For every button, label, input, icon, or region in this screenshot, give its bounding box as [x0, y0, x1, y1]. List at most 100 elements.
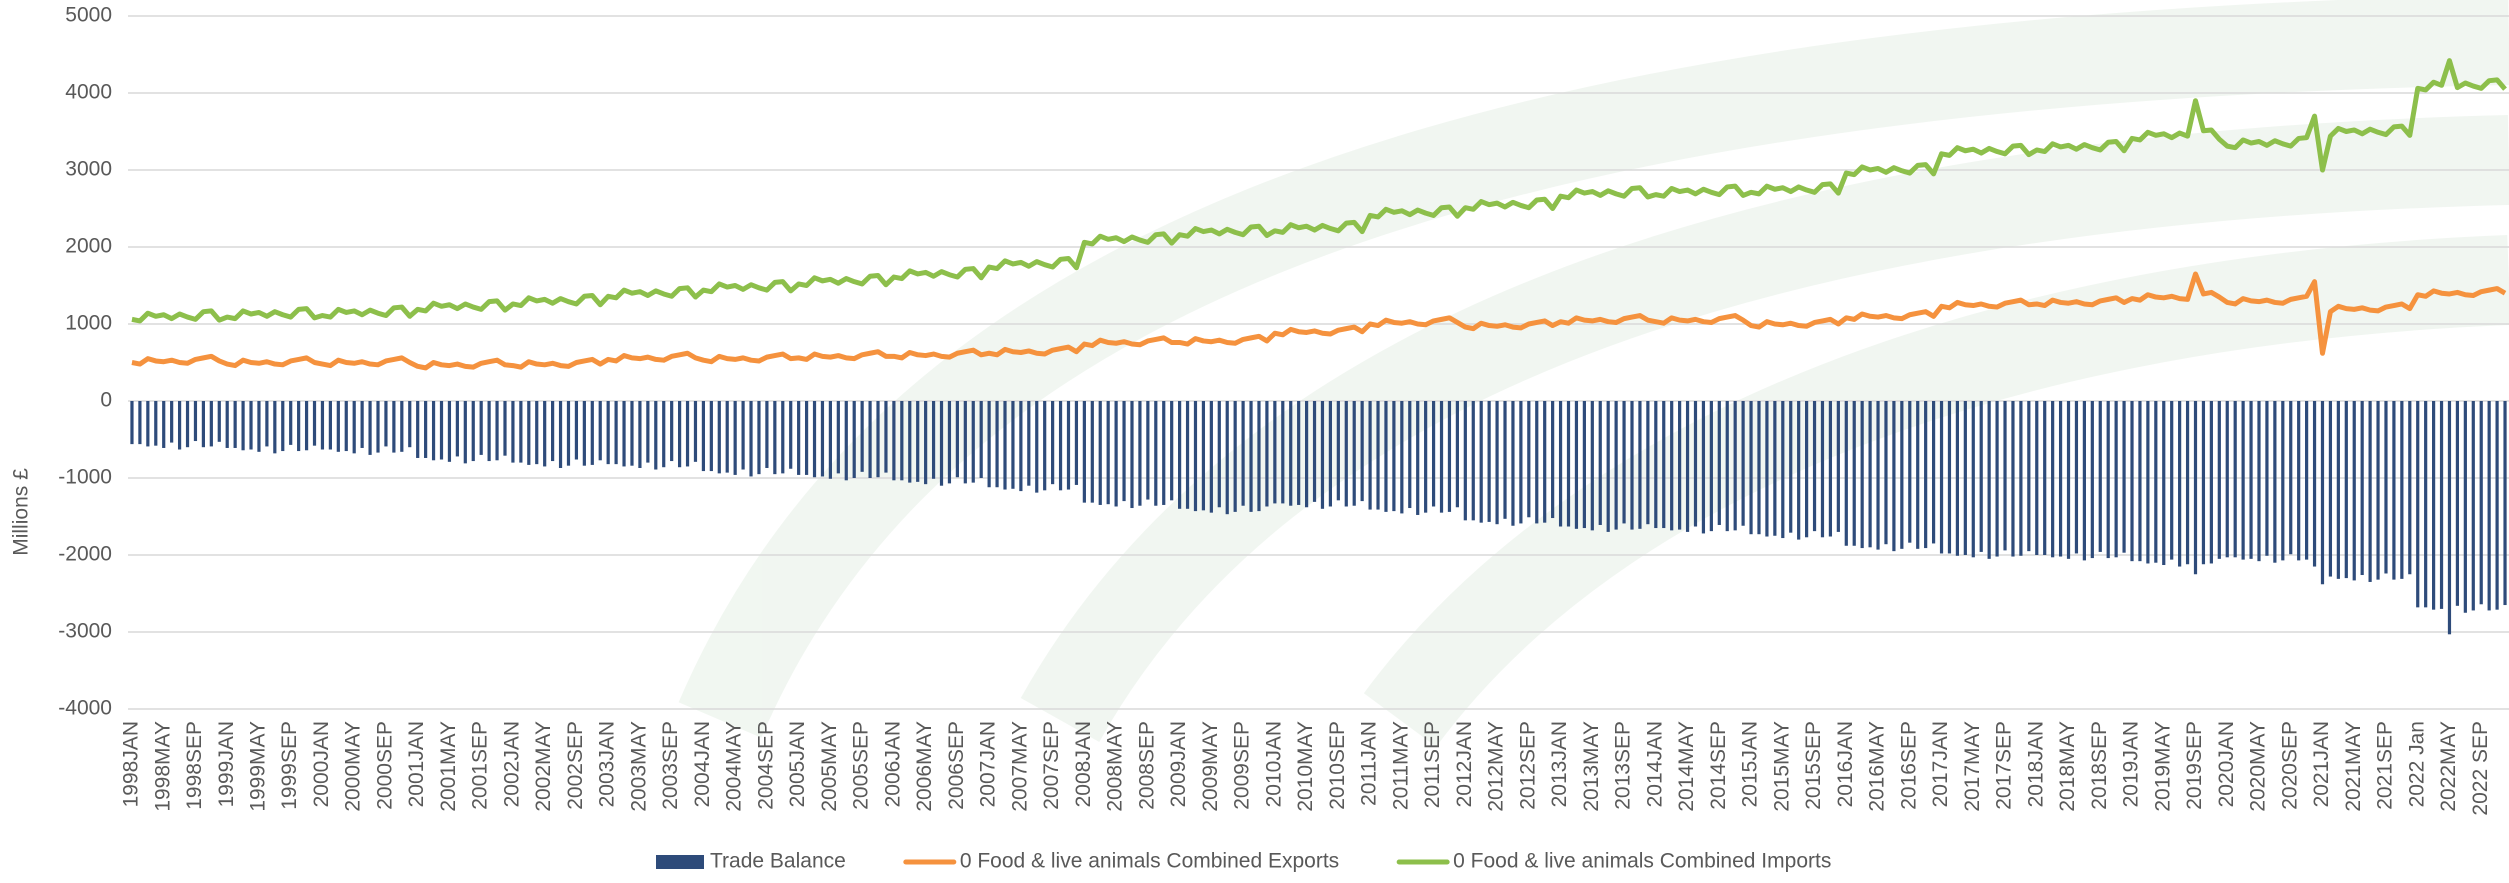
legend-label: 0 Food & live animals Combined Exports	[960, 850, 1339, 873]
bar	[1583, 401, 1586, 528]
bar	[1972, 401, 1975, 557]
bar	[1710, 401, 1713, 531]
bar	[2384, 401, 2387, 573]
bar	[861, 401, 864, 472]
x-tick-label: 2011SEP	[1421, 721, 1444, 808]
bar	[448, 401, 451, 462]
bar	[2107, 401, 2110, 558]
x-tick-label: 2008MAY	[1104, 721, 1127, 812]
bar	[1813, 401, 1816, 531]
bar	[218, 401, 221, 442]
bar	[1527, 401, 1530, 517]
bar	[2353, 401, 2356, 580]
x-tick-label: 1999JAN	[215, 721, 238, 807]
bar	[2202, 401, 2205, 564]
bar	[241, 401, 244, 450]
chart: Millions £ -4000-3000-2000-1000010002000…	[0, 0, 2509, 878]
legend-label: 0 Food & live animals Combined Imports	[1453, 850, 1831, 873]
bar	[837, 401, 840, 473]
bar	[368, 401, 371, 455]
bar	[472, 401, 475, 461]
bar	[2234, 401, 2237, 557]
bar	[2035, 401, 2038, 555]
x-tick-label: 2000JAN	[310, 721, 333, 807]
bar	[559, 401, 562, 468]
bar	[2242, 401, 2245, 560]
bar	[1051, 401, 1054, 484]
bar	[892, 401, 895, 480]
bar	[2051, 401, 2054, 557]
bar	[1543, 401, 1546, 523]
bar	[337, 401, 340, 452]
bar	[2091, 401, 2094, 558]
bar	[186, 401, 189, 447]
bar	[805, 401, 808, 475]
bar	[1416, 401, 1419, 515]
bar	[1638, 401, 1641, 529]
bar	[583, 401, 586, 466]
bar	[146, 401, 149, 446]
x-tick-label: 2015JAN	[1739, 721, 1762, 807]
bar	[2075, 401, 2078, 553]
bar	[1980, 401, 1983, 552]
bar	[2273, 401, 2276, 563]
x-tick-label: 2014MAY	[1675, 721, 1698, 812]
bar	[1257, 401, 1260, 511]
bar	[2257, 401, 2260, 561]
bar	[1464, 401, 1467, 520]
x-tick-label: 2002SEP	[564, 721, 587, 810]
bar	[1789, 401, 1792, 533]
y-tick-label: 3000	[65, 158, 112, 181]
x-tick-label: 1999SEP	[278, 721, 301, 810]
bar	[464, 401, 467, 463]
bar	[1456, 401, 1459, 507]
bar	[543, 401, 546, 466]
x-tick-label: 2003JAN	[596, 721, 619, 807]
bar	[575, 401, 578, 460]
bar	[1115, 401, 1118, 506]
bar	[2130, 401, 2133, 561]
bar	[1726, 401, 1729, 531]
bar	[1226, 401, 1229, 514]
bar	[2162, 401, 2165, 565]
bar	[797, 401, 800, 475]
bar	[1234, 401, 1237, 512]
bar	[1734, 401, 1737, 530]
x-tick-label: 2019SEP	[2183, 721, 2206, 810]
bar	[392, 401, 395, 453]
bar	[1495, 401, 1498, 524]
bar	[2440, 401, 2443, 609]
bar	[1718, 401, 1721, 525]
bar	[519, 401, 522, 463]
bar	[2488, 401, 2491, 610]
bar	[1956, 401, 1959, 556]
bar	[289, 401, 292, 445]
bar	[130, 401, 133, 444]
bar	[2369, 401, 2372, 582]
bar	[972, 401, 975, 483]
bar	[2059, 401, 2062, 557]
bar	[2495, 401, 2498, 610]
x-tick-label: 2012SEP	[1516, 721, 1539, 810]
bar	[686, 401, 689, 466]
bar	[1178, 401, 1181, 509]
x-tick-label: 2018JAN	[2024, 721, 2047, 807]
x-tick-label: 2020JAN	[2215, 721, 2238, 807]
x-tick-label: 2006SEP	[945, 721, 968, 810]
bar	[2408, 401, 2411, 574]
x-tick-label: 2013JAN	[1548, 721, 1571, 807]
bar	[480, 401, 483, 455]
bar	[638, 401, 641, 468]
x-tick-label: 2010MAY	[1294, 721, 1317, 812]
bar	[1146, 401, 1149, 500]
bar	[773, 401, 776, 474]
bar	[1368, 401, 1371, 510]
bar	[2480, 401, 2483, 604]
bar	[1694, 401, 1697, 527]
y-tick-label: -2000	[58, 543, 112, 566]
bar	[194, 401, 197, 441]
bar	[1535, 401, 1538, 523]
x-tick-label: 2019MAY	[2151, 721, 2174, 812]
bar	[2416, 401, 2419, 607]
y-tick-label: -3000	[58, 620, 112, 643]
